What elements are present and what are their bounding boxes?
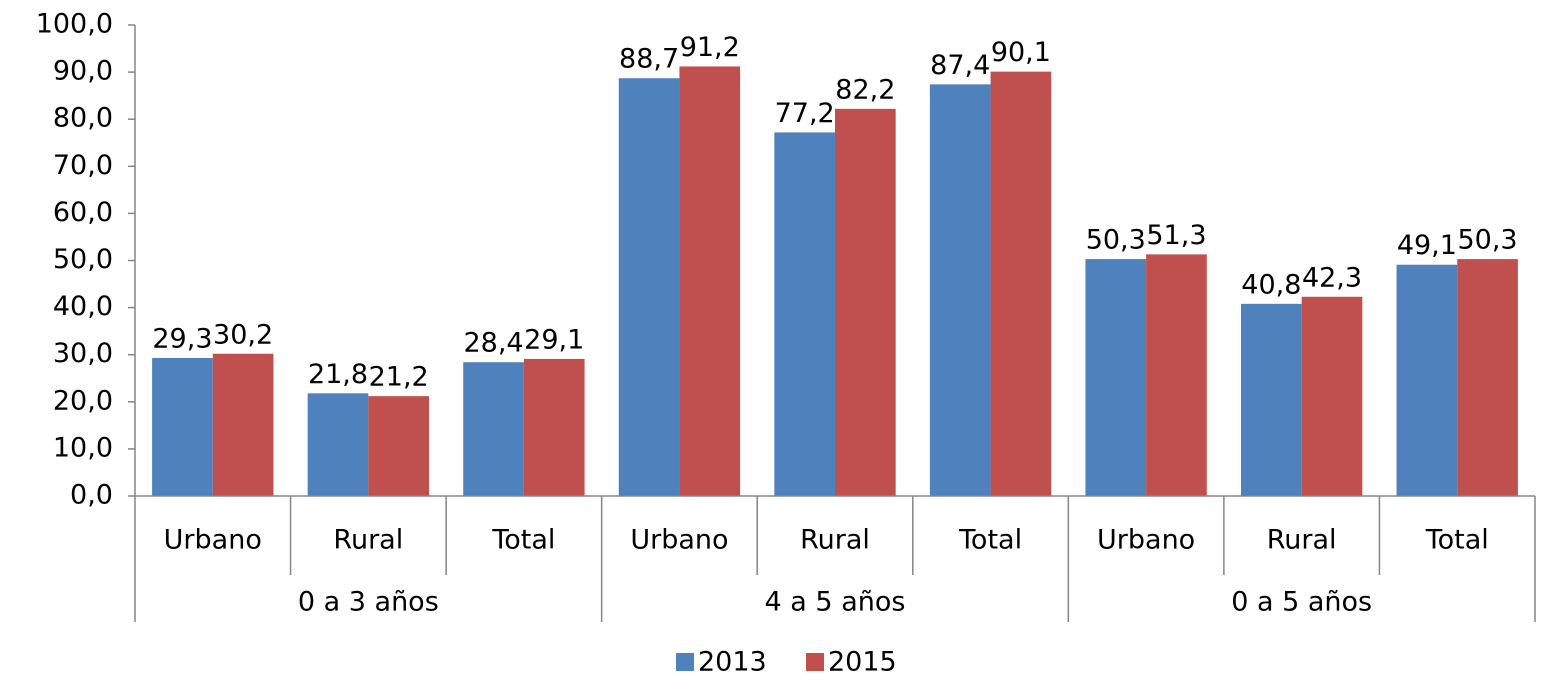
- data-label: 40,8: [1241, 269, 1301, 300]
- y-tick-label: 90,0: [53, 56, 113, 87]
- y-tick-label: 0,0: [70, 480, 113, 511]
- x-tick-label: Urbano: [1097, 525, 1195, 556]
- bar: [990, 71, 1052, 496]
- y-tick-label: 20,0: [53, 385, 113, 416]
- group-label: 0 a 3 años: [298, 587, 439, 618]
- y-tick-label: 70,0: [53, 150, 113, 181]
- data-label: 82,2: [835, 74, 895, 105]
- bar: [618, 78, 680, 497]
- data-label: 50,3: [1086, 225, 1146, 256]
- bar: [212, 353, 274, 496]
- data-label: 29,1: [524, 324, 584, 355]
- bar: [835, 108, 896, 496]
- y-tick-label: 50,0: [53, 244, 113, 275]
- bar: [152, 357, 213, 496]
- data-label: 30,2: [213, 319, 273, 350]
- bar: [929, 84, 991, 496]
- y-tick-label: 30,0: [53, 338, 113, 369]
- bar: [1085, 259, 1147, 496]
- data-label: 29,3: [152, 323, 212, 354]
- group-label: 4 a 5 años: [765, 587, 906, 618]
- data-label: 91,2: [680, 32, 740, 63]
- x-tick-label: Total: [491, 525, 555, 556]
- data-label: 50,3: [1457, 225, 1517, 256]
- x-tick-label: Total: [958, 525, 1022, 556]
- legend-swatch: [676, 653, 694, 671]
- x-tick-label: Rural: [333, 525, 403, 556]
- bar: [774, 132, 835, 496]
- x-tick-label: Total: [1425, 525, 1489, 556]
- x-tick-label: Urbano: [630, 525, 728, 556]
- data-label: 90,1: [991, 37, 1051, 68]
- bar: [1301, 296, 1363, 496]
- bar: [1457, 259, 1518, 496]
- data-label: 51,3: [1146, 220, 1206, 251]
- legend-label: 2013: [698, 647, 767, 675]
- data-label: 77,2: [775, 98, 835, 129]
- x-tick-label: Rural: [1267, 525, 1337, 556]
- legend-swatch: [806, 653, 824, 671]
- bar: [523, 358, 585, 496]
- data-label: 87,4: [930, 50, 990, 81]
- x-tick-label: Urbano: [164, 525, 262, 556]
- legend-label: 2015: [828, 647, 897, 675]
- bar: [1241, 303, 1302, 496]
- data-label: 42,3: [1302, 262, 1362, 293]
- y-tick-label: 80,0: [53, 103, 113, 134]
- x-tick-label: Rural: [800, 525, 870, 556]
- data-label: 21,2: [369, 362, 429, 393]
- data-label: 49,1: [1397, 230, 1457, 261]
- y-tick-label: 10,0: [53, 432, 113, 463]
- y-tick-label: 100,0: [36, 9, 113, 40]
- bar: [307, 393, 369, 496]
- y-tick-label: 60,0: [53, 197, 113, 228]
- data-label: 88,7: [619, 44, 679, 75]
- bar: [1146, 254, 1207, 496]
- bar: [368, 396, 429, 496]
- data-label: 28,4: [463, 328, 523, 359]
- group-label: 0 a 5 años: [1231, 587, 1372, 618]
- bar: [463, 362, 524, 496]
- y-tick-label: 40,0: [53, 291, 113, 322]
- bar: [1396, 264, 1458, 496]
- data-label: 21,8: [308, 359, 368, 390]
- bar: [679, 66, 741, 496]
